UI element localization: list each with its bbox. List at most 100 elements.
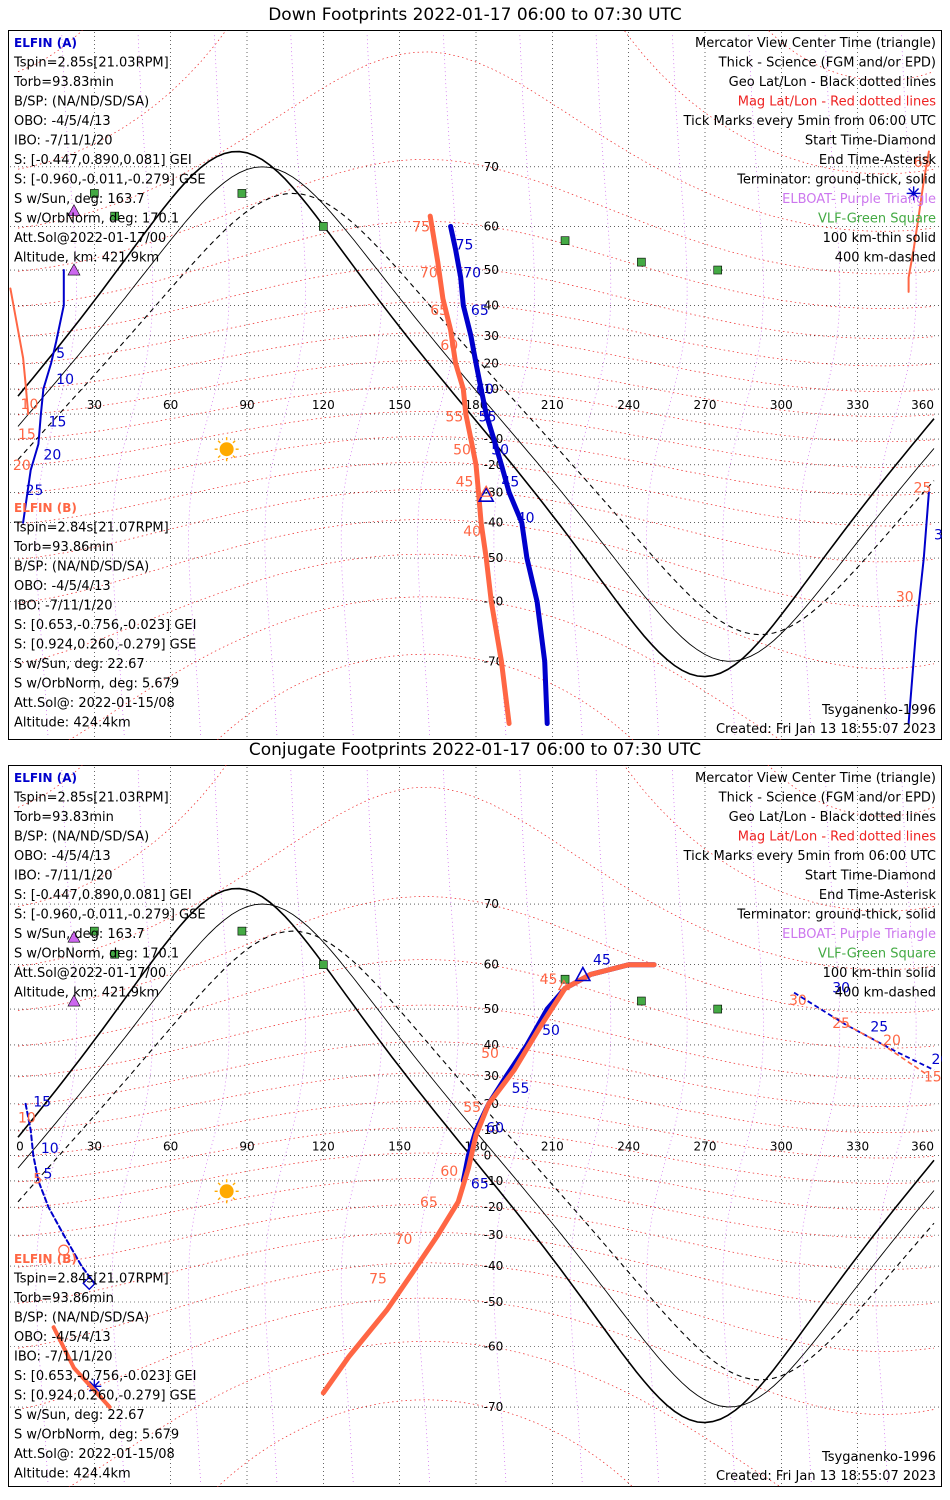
track-tick-label: 75 <box>369 1271 387 1287</box>
elboat-triangle <box>67 263 81 276</box>
mag-lat-line <box>17 386 935 442</box>
mag-lon-line <box>264 769 306 1483</box>
elfin-b-info-line: Torb=93.86min <box>13 540 114 555</box>
track-tick-label: 20 <box>43 448 61 464</box>
track-elfin-b-east <box>907 150 930 293</box>
lat-tick-label: 30 <box>484 1069 499 1083</box>
legend-line: Tick Marks every 5min from 06:00 UTC <box>683 849 936 864</box>
track-tick-label: 60 <box>440 1164 458 1180</box>
mag-lat-line <box>17 1072 935 1134</box>
mag-lon-line <box>569 769 612 1483</box>
track-tick-label: 50 <box>481 1046 499 1062</box>
created-label: Created: Fri Jan 13 18:55:07 2023 <box>716 722 936 737</box>
footprint-tracks: 5 10 15 20 25 75 70 65 60 55 50 45 40 75 70 65 60 55 50 45 4… <box>9 150 942 726</box>
legend-line: Mag Lat/Lon - Red dotted lines <box>738 95 936 110</box>
mag-lon-line <box>875 769 917 1483</box>
mag-lon-line <box>798 769 841 1483</box>
lon-tick-label: 330 <box>846 1139 869 1153</box>
elfin-a-info-line: S w/OrbNorm, deg: 170.1 <box>14 947 179 962</box>
lat-tick-label: -40 <box>484 1259 504 1273</box>
panel-title-conjugate: Conjugate Footprints 2022-01-17 06:00 to… <box>248 740 702 760</box>
mag-lat-line <box>216 653 634 740</box>
right-legend: Mercator View Center Time (triangle) Thic… <box>683 36 937 266</box>
map-panel-down: 30 60 90 120 150 180 210 240 270 300 330 3607060504… <box>8 30 942 740</box>
elfin-b-info-line: B/SP: (NA/ND/SD/SA) <box>14 560 149 575</box>
legend-line: ELBOAT- Purple Triangle <box>782 927 936 942</box>
sun-disk <box>219 442 234 457</box>
legend-line: Geo Lat/Lon - Black dotted lines <box>729 810 937 825</box>
elfin-a-info-line: Altitude, km: 421.9km <box>14 251 159 266</box>
elfin-b-info-line: B/SP: (NA/ND/SD/SA) <box>14 1311 149 1326</box>
elfin-a-info-line: S w/Sun, deg: 163.7 <box>14 927 145 942</box>
legend-line: Thick - Science (FGM and/or EPD) <box>718 791 936 806</box>
lat-tick-label: 70 <box>484 160 499 174</box>
elfin-b-info-line: S: [0.924,0.260,-0.279] GSE <box>14 638 196 653</box>
track-elfin-b-science <box>427 213 512 726</box>
elfin-b-info-line: Altitude: 424.4km <box>14 716 131 731</box>
elfin-b-info-line: IBO: -7/11/1/20 <box>14 599 113 614</box>
track-markers <box>51 930 935 1410</box>
track-tick-label: 30 <box>832 981 850 997</box>
lon-tick-label: 360 <box>911 398 934 412</box>
lat-tick-label: 10 <box>484 382 499 396</box>
elfin-b-info-line: S: [0.924,0.260,-0.279] GSE <box>14 1389 196 1404</box>
lon-tick-label: 30 <box>87 1139 102 1153</box>
elfin-b-info-line: Tspin=2.84s[21.07RPM] <box>13 1272 169 1287</box>
mag-lon-line <box>35 769 77 1483</box>
sun-disk <box>219 1184 234 1199</box>
track-tick-label: 10 <box>18 1110 36 1126</box>
track-tick-label: 15 <box>18 427 36 443</box>
track-tick-label: 75 <box>456 238 474 254</box>
lat-tick-label: 70 <box>484 897 499 911</box>
track-tick-label: 25 <box>26 483 44 499</box>
track-tick-label: 45 <box>456 475 474 491</box>
model-label: Tsyganenko-1996 <box>821 1450 936 1465</box>
end-asterisk <box>906 186 921 201</box>
elfin-b-info-line: S w/Sun, deg: 22.67 <box>14 1408 145 1423</box>
track-tick-label: 50 <box>491 442 509 458</box>
mag-lat-line <box>17 30 935 81</box>
lat-tick-label: 40 <box>484 1038 499 1052</box>
track-elfin-a-west <box>24 1102 96 1285</box>
center-triangle-a <box>477 486 495 502</box>
sun-ray <box>232 1197 236 1201</box>
lon-tick-label: 30 <box>87 398 102 412</box>
lat-tick-label: 50 <box>484 263 499 277</box>
mag-lat-line <box>17 360 935 417</box>
terminator-ground <box>17 150 935 678</box>
track-tick-label: 50 <box>453 442 471 458</box>
sun-icon <box>214 1179 239 1204</box>
lon-tick-label: 210 <box>541 1139 564 1153</box>
elfin-a-label: ELFIN (A) <box>14 36 77 50</box>
track-tick-label: 30 <box>934 528 942 544</box>
lat-tick-label: -70 <box>484 1400 504 1414</box>
mag-lat-line <box>17 411 935 468</box>
track-tick-label: 10 <box>21 397 39 413</box>
lon-tick-label: 270 <box>694 398 717 412</box>
lon-tick-label: 270 <box>694 1139 717 1153</box>
lon-tick-label: 240 <box>617 398 640 412</box>
legend-line: 400 km-dashed <box>835 986 936 1001</box>
elfin-b-label: ELFIN (B) <box>14 501 77 515</box>
lon-tick-label: 300 <box>770 398 793 412</box>
elfin-b-info-line: IBO: -7/11/1/20 <box>14 1350 113 1365</box>
track-tick-label: 55 <box>512 1081 530 1097</box>
sun-ray <box>217 455 221 459</box>
legend-line: End Time-Asterisk <box>819 153 937 168</box>
lat-tick-label: 60 <box>484 219 499 233</box>
elfin-a-info-line: Tspin=2.85s[21.03RPM] <box>13 56 169 71</box>
elfin-b-info-line: S w/Sun, deg: 22.67 <box>14 657 145 672</box>
track-tick-label: 65 <box>471 303 489 319</box>
mag-lat-line <box>17 1204 935 1270</box>
sun-ray <box>232 1182 236 1186</box>
vlf-station <box>713 265 723 275</box>
mag-lat-line <box>17 332 935 392</box>
track-elfin-b-end <box>51 1325 112 1410</box>
mag-lat-line <box>68 596 782 740</box>
track-tick-label: 40 <box>463 524 481 540</box>
mag-lon-line <box>646 769 688 1483</box>
lon-tick-label: 60 <box>163 398 178 412</box>
track-tick-label: 65 <box>471 1177 489 1193</box>
lat-tick-label: -60 <box>484 1339 504 1353</box>
track-tick-label: 75 <box>412 219 430 235</box>
